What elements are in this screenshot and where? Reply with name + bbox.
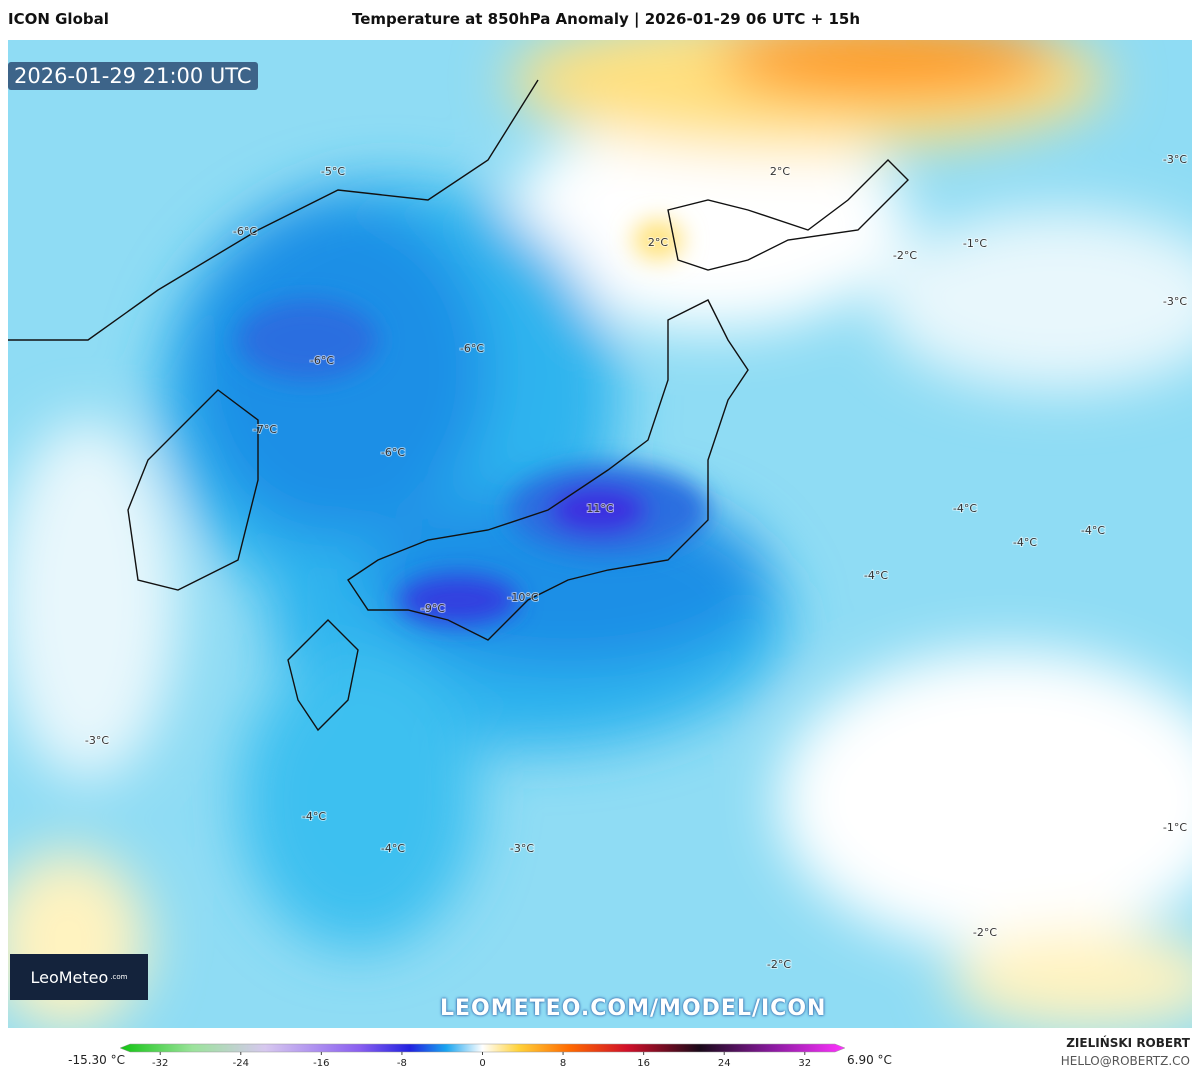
contour-label: 2°C [648, 236, 668, 249]
contour-label: -6°C [460, 342, 484, 355]
map-title: Temperature at 850hPa Anomaly | 2026-01-… [352, 10, 860, 28]
contour-label: -2°C [767, 958, 791, 971]
logo-suffix: .com [110, 973, 128, 981]
contour-label: -3°C [510, 842, 534, 855]
contour-label: -3°C [1163, 153, 1187, 166]
colorbar-tick-label: 32 [798, 1058, 811, 1069]
colorbar: -15.30 °C 6.90 °C -32 -24 -16 -8 0 8 16 24 32 [68, 1043, 892, 1069]
contour-label: -5°C [321, 165, 345, 178]
contour-label: -4°C [381, 842, 405, 855]
contour-label: -4°C [1013, 536, 1037, 549]
colorbar-tick-label: 8 [560, 1058, 566, 1069]
contour-label: -1°C [1163, 821, 1187, 834]
logo-text: LeoMeteo [30, 967, 109, 987]
contour-label: -4°C [1081, 524, 1105, 537]
contour-label: -3°C [1163, 295, 1187, 308]
colorbar-tick-label: -8 [397, 1058, 407, 1069]
logo: LeoMeteo .com [10, 954, 148, 1000]
contour-label: -4°C [302, 810, 326, 823]
contact: HELLO@ROBERTZ.CO [1060, 1054, 1190, 1068]
watermark: LEOMETEO.COM/MODEL/ICON [440, 996, 827, 1021]
contour-label: -3°C [85, 734, 109, 747]
colorbar-tick-label: -16 [313, 1058, 329, 1069]
author: ZIELIŃSKI ROBERT [1066, 1036, 1190, 1050]
colorbar-tick-label: 0 [479, 1058, 485, 1069]
contour-label: -6°C [381, 446, 405, 459]
contour-label: -9°C [421, 602, 445, 615]
contour-label: -4°C [953, 502, 977, 515]
contour-label: -10°C [507, 591, 538, 604]
colorbar-tick-label: -32 [152, 1058, 168, 1069]
colorbar-tick-label: 24 [718, 1058, 731, 1069]
contour-label: -1°C [963, 237, 987, 250]
colorbar-tick-label: -24 [233, 1058, 249, 1069]
colorbar-min: -15.30 °C [68, 1053, 125, 1067]
valid-time: 2026-01-29 21:00 UTC [8, 62, 258, 90]
colorbar-max: 6.90 °C [847, 1053, 892, 1067]
contour-label: 2°C [770, 165, 790, 178]
contour-label: -7°C [253, 423, 277, 436]
model-name: ICON Global [8, 10, 109, 28]
contour-label: -6°C [233, 225, 257, 238]
contour-label: 11°C [586, 502, 613, 515]
map: -5°C -6°C 2°C 2°C -2°C -1°C -3°C -3°C -6°C -6°C -7… [8, 40, 1192, 1028]
contour-label: -4°C [864, 569, 888, 582]
contour-label: -6°C [310, 354, 334, 367]
contour-label: -2°C [973, 926, 997, 939]
contour-label: -2°C [893, 249, 917, 262]
colorbar-tick-label: 16 [637, 1058, 650, 1069]
